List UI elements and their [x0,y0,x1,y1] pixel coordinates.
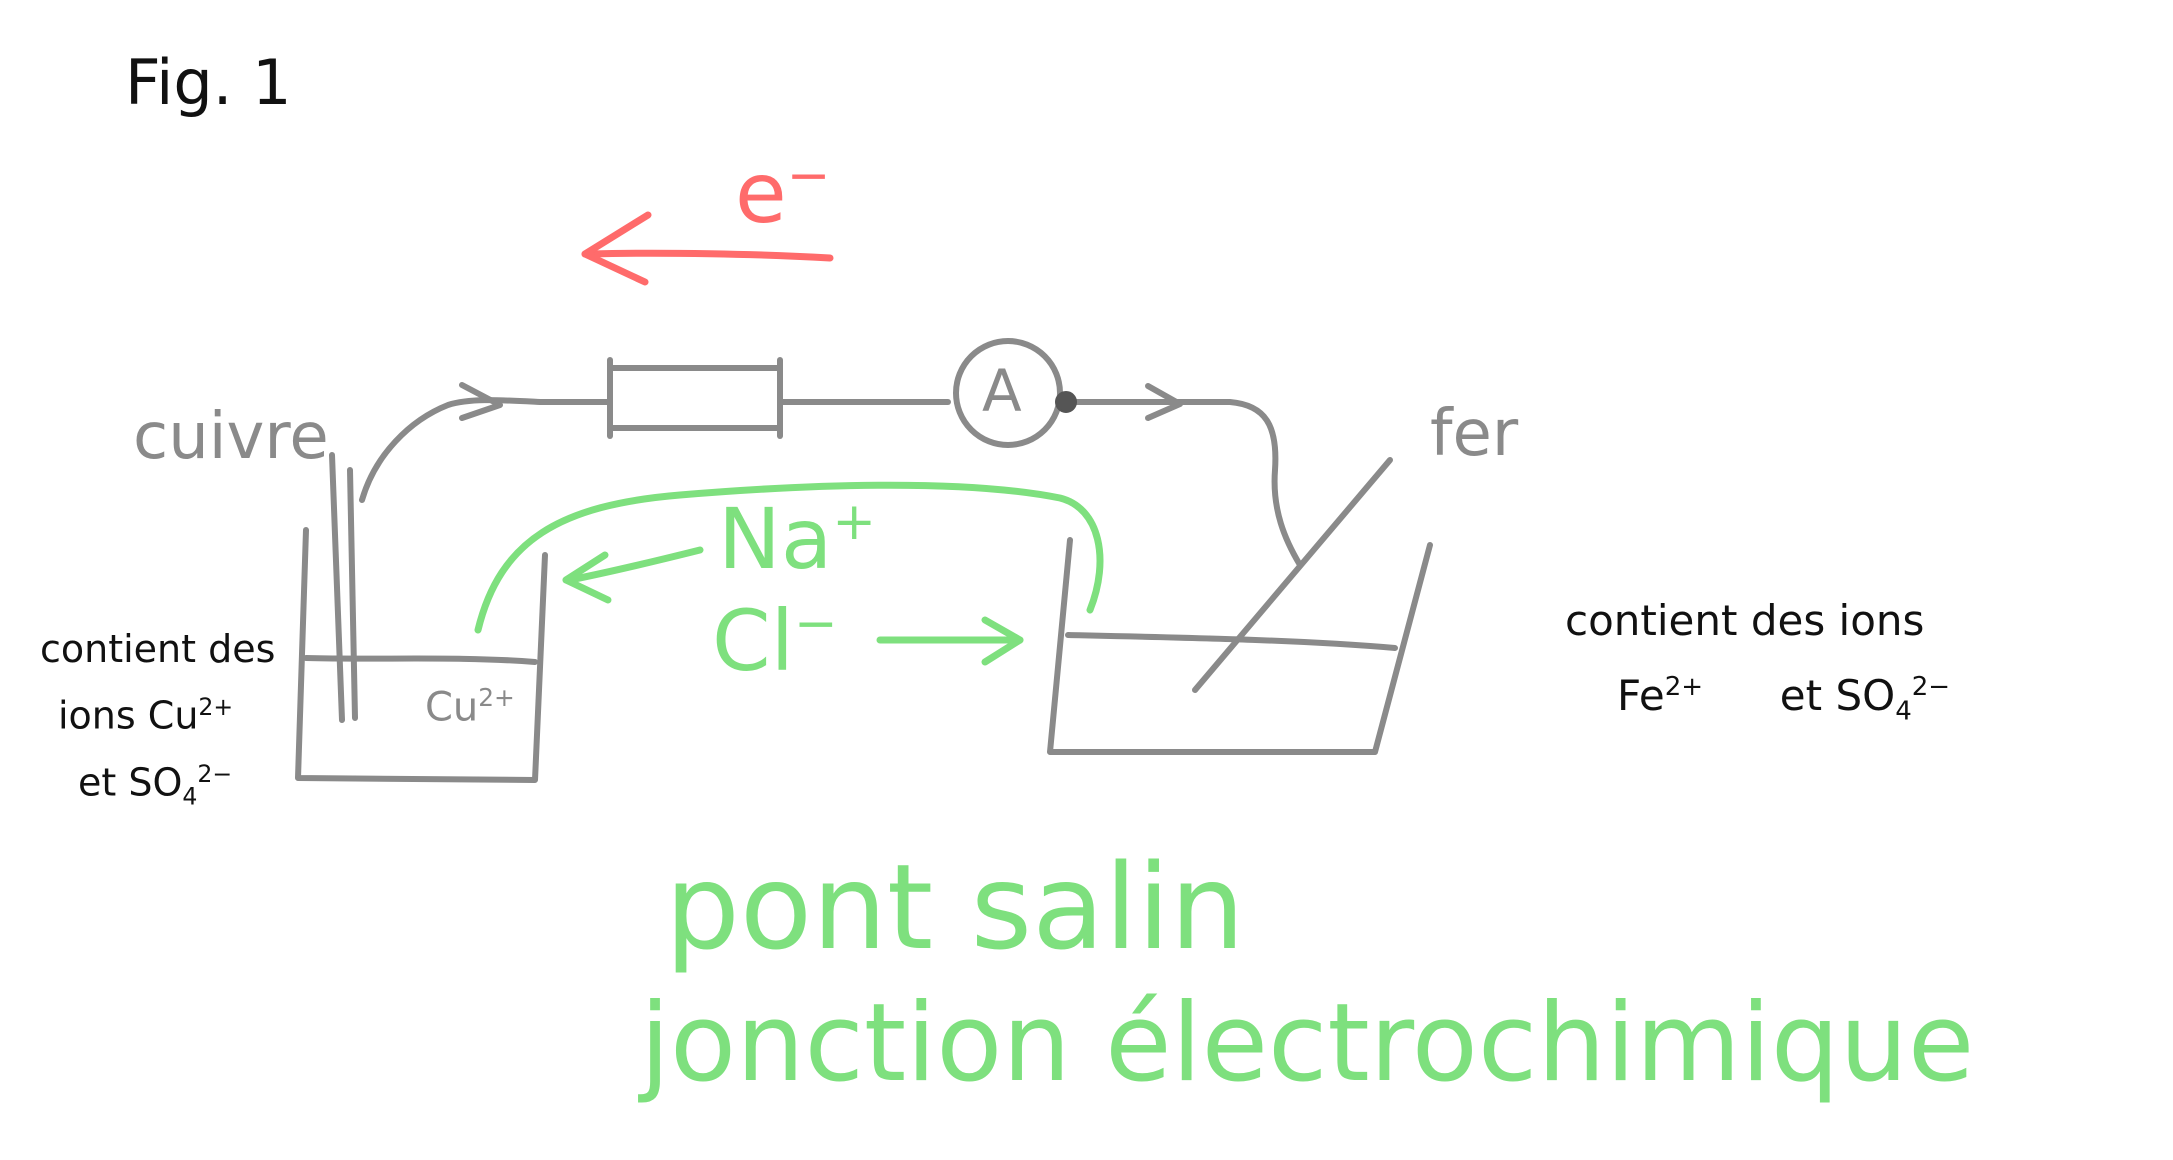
right-note-sulfate-charge: 2− [1911,672,1951,702]
right-beaker-solution-level [1065,632,1398,651]
right-note-sulfate-sub: 4 [1895,696,1912,727]
salt-bridge-caption-2: jonction électrochimique [640,981,1975,1106]
left-beaker-ion-symbol: Cu [425,684,479,731]
ammeter-terminal-dot [1055,391,1077,413]
cation-charge: + [832,492,876,552]
left-cell-note: contient des ions Cu2+ et SO42− [40,620,275,825]
salt-bridge [474,481,1104,666]
left-note-line-2: ions Cu2+ [40,678,275,745]
right-note-and: et [1779,671,1836,720]
right-beaker [1047,537,1433,755]
iron-electrode-label: fer [1430,397,1519,471]
wire-direction-arrow-right [1145,383,1183,421]
copper-electrode-label: cuivre [133,400,329,474]
left-note-sulfate: SO [128,760,183,805]
copper-electrode [329,452,358,723]
cation-label: Na+ [718,496,876,581]
right-note-ion1: Fe [1617,671,1665,720]
left-note-ion: Cu [147,693,199,738]
cation-symbol: Na [718,490,833,588]
anion-symbol: Cl [712,592,794,690]
cation-arrow [566,546,704,584]
anion-label: Cl− [712,598,838,683]
ammeter-symbol: A [982,357,1022,425]
wire-direction-arrow-left [459,382,503,421]
anion-charge: − [794,594,838,654]
left-note-sulfate-charge: 2− [197,759,233,788]
electron-flow-arrow [581,211,834,286]
left-note-and: et [78,760,129,805]
right-note-line-2: Fe2+ et SO42− [1565,654,1950,744]
salt-bridge-caption-1: pont salin [665,838,1245,976]
right-note-line-1: contient des ions [1565,596,1925,645]
left-note-ion-charge: 2+ [198,693,234,721]
electron-charge: − [786,146,831,206]
left-beaker-ion-label: Cu2+ [425,683,515,731]
left-note-sulfate-sub: 4 [182,781,198,810]
electron-symbol: e [735,144,787,242]
figure-label: Fig. 1 [125,46,292,119]
circuit-wire [359,382,1303,568]
resistor [607,357,783,439]
left-beaker-solution-level [303,655,538,665]
right-note-ion1-charge: 2+ [1664,672,1704,702]
right-note-sulfate: SO [1835,671,1896,720]
electron-label: e− [735,150,830,235]
left-note-line-1: contient des [40,627,276,671]
ammeter [953,338,1077,448]
left-note-prefix: ions [58,693,148,738]
iron-electrode [1192,457,1393,693]
left-beaker-ion-charge: 2+ [478,683,515,712]
right-cell-note: contient des ions Fe2+ et SO42− [1565,588,1950,744]
left-note-line-3: et SO42− [40,745,275,825]
left-beaker [295,527,548,783]
